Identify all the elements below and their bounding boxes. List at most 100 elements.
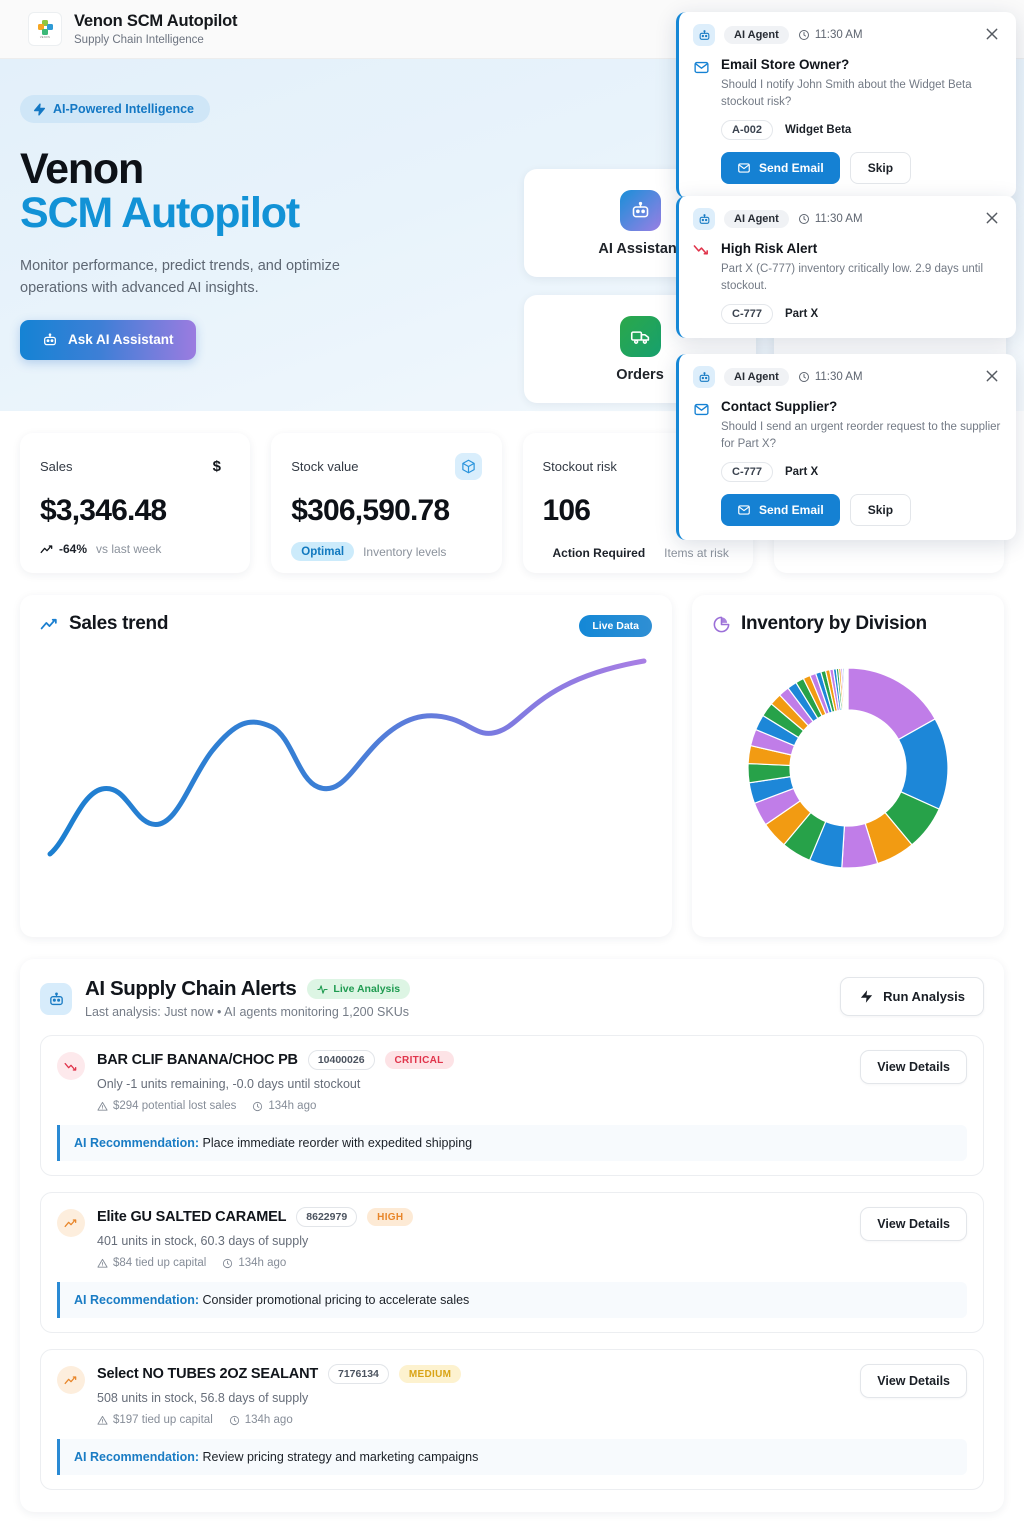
view-details-button[interactable]: View Details <box>860 1364 967 1398</box>
alert-impact-text: $294 potential lost sales <box>113 1100 237 1112</box>
sales-trend-title: Sales trend <box>69 613 169 634</box>
hero-title-line2: SCM Autopilot <box>20 189 300 238</box>
alert-item-name: BAR CLIF BANANA/CHOC PB <box>97 1052 298 1068</box>
notification-code-badge: C-777 <box>721 462 773 483</box>
notification-card-contact-supplier: AI Agent 11:30 AM Contact Supplier? Shou… <box>676 354 1016 541</box>
pie-chart-icon <box>713 616 730 632</box>
robot-icon <box>44 333 56 346</box>
skip-button[interactable]: Skip <box>849 494 912 527</box>
stat-label: Stockout risk <box>542 459 617 474</box>
live-analysis-label: Live Analysis <box>333 983 401 995</box>
table-row: Select NO TUBES 2OZ SEALANT 7176134 MEDI… <box>40 1349 984 1490</box>
box-icon <box>454 453 482 480</box>
notification-card-email-store-owner: AI Agent 11:30 AM Email Store Owner? Sho… <box>676 12 1016 199</box>
severity-badge: MEDIUM <box>398 1365 462 1383</box>
logo-mark-icon <box>37 19 53 35</box>
ai-supply-chain-alerts-panel: AI Supply Chain Alerts Live Analysis Las… <box>20 959 1004 1512</box>
ask-ai-assistant-label: Ask AI Assistant <box>68 332 174 348</box>
severity-badge: HIGH <box>367 1208 414 1226</box>
agent-badge: AI Agent <box>724 368 789 386</box>
view-details-button[interactable]: View Details <box>860 1207 967 1241</box>
notification-title: Email Store Owner? <box>721 57 850 72</box>
stat-card-stock-value: Stock value $306,590.78 Optimal Inventor… <box>271 433 502 573</box>
clock-icon <box>253 1101 263 1111</box>
run-analysis-label: Run Analysis <box>883 989 965 1004</box>
run-analysis-button[interactable]: Run Analysis <box>840 977 984 1016</box>
ai-recommendation-text: Review pricing strategy and marketing ca… <box>202 1450 479 1464</box>
alert-description: 401 units in stock, 60.3 days of supply <box>97 1234 309 1248</box>
dollar-icon: $ <box>212 458 221 475</box>
inventory-title: Inventory by Division <box>741 613 927 634</box>
envelope-icon <box>738 163 750 174</box>
stat-label: Sales <box>40 459 73 474</box>
notification-time: 11:30 AM <box>798 213 863 225</box>
hero-description: Monitor performance, predict trends, and… <box>20 257 340 297</box>
notification-part-label: Widget Beta <box>784 124 852 137</box>
notification-card-high-risk-alert: AI Agent 11:30 AM High Risk Alert Part X… <box>676 196 1016 339</box>
send-email-button[interactable]: Send Email <box>721 494 840 527</box>
robot-icon <box>693 208 715 230</box>
trend-up-icon <box>57 1209 85 1237</box>
notification-text: Should I send an urgent reorder request … <box>721 421 1001 450</box>
send-email-button[interactable]: Send Email <box>721 152 840 185</box>
alert-time: 134h ago <box>229 1414 293 1426</box>
alert-description: Only -1 units remaining, -0.0 days until… <box>97 1077 361 1091</box>
alert-sku-badge: 7176134 <box>328 1364 389 1384</box>
table-row: Elite GU SALTED CARAMEL 8622979 HIGH 401… <box>40 1192 984 1333</box>
quick-card-label: Orders <box>616 366 664 383</box>
ai-recommendation-text: Consider promotional pricing to accelera… <box>202 1293 470 1307</box>
warning-icon <box>97 1415 108 1425</box>
truck-icon <box>619 315 661 357</box>
alert-impact: $294 potential lost sales <box>97 1100 236 1112</box>
notification-part-label: Part X <box>784 466 819 479</box>
stat-badge-note: Items at risk <box>664 545 729 560</box>
envelope-icon <box>738 505 750 516</box>
live-data-badge: Live Data <box>579 615 652 637</box>
alert-impact-text: $84 tied up capital <box>113 1257 207 1269</box>
sales-trend-line-chart <box>47 658 647 857</box>
ai-powered-badge: AI-Powered Intelligence <box>20 95 211 123</box>
stat-badge-note: Inventory levels <box>363 544 447 559</box>
robot-icon <box>693 366 715 388</box>
table-row: BAR CLIF BANANA/CHOC PB 10400026 CRITICA… <box>40 1035 984 1176</box>
brand-subtitle: Supply Chain Intelligence <box>74 33 204 46</box>
close-icon[interactable] <box>984 26 1000 42</box>
status-badge: Optimal <box>291 542 355 561</box>
stat-delta: -64% <box>40 542 87 556</box>
ai-recommendation-label: AI Recommendation: <box>74 1136 200 1150</box>
stat-value: $3,346.48 <box>40 494 167 527</box>
alert-time-text: 134h ago <box>244 1414 293 1426</box>
trend-down-icon <box>57 1052 85 1080</box>
notification-time-text: 11:30 AM <box>814 371 863 383</box>
stat-value: $306,590.78 <box>291 494 450 527</box>
notification-title: High Risk Alert <box>721 241 818 256</box>
alert-impact-text: $197 tied up capital <box>113 1414 213 1426</box>
ai-recommendation: AI Recommendation: Place immediate reord… <box>57 1125 967 1161</box>
notification-text: Should I notify John Smith about the Wid… <box>721 79 972 108</box>
close-icon[interactable] <box>984 210 1000 226</box>
clock-icon <box>798 372 809 382</box>
skip-button[interactable]: Skip <box>849 152 912 185</box>
stat-card-sales: Sales $ $3,346.48 -64% vs last week <box>20 433 251 573</box>
robot-icon <box>619 189 661 231</box>
close-icon[interactable] <box>984 368 1000 384</box>
quick-card-label: AI Assistant <box>598 240 682 257</box>
clock-icon <box>798 30 809 40</box>
alert-impact: $197 tied up capital <box>97 1414 213 1426</box>
notification-time: 11:30 AM <box>798 371 863 383</box>
ai-recommendation-label: AI Recommendation: <box>74 1293 200 1307</box>
ask-ai-assistant-button[interactable]: Ask AI Assistant <box>20 319 196 360</box>
alert-description: 508 units in stock, 56.8 days of supply <box>97 1391 309 1405</box>
bolt-icon <box>861 990 873 1003</box>
notification-time: 11:30 AM <box>798 29 863 41</box>
alert-impact: $84 tied up capital <box>97 1257 206 1269</box>
alert-item-name: Select NO TUBES 2OZ SEALANT <box>97 1366 318 1382</box>
send-email-label: Send Email <box>759 161 824 176</box>
trend-up-icon <box>40 544 53 553</box>
envelope-icon <box>693 59 710 184</box>
warning-icon <box>97 1258 108 1268</box>
view-details-button[interactable]: View Details <box>860 1050 967 1084</box>
bolt-icon <box>33 102 46 116</box>
warning-icon <box>97 1101 108 1111</box>
